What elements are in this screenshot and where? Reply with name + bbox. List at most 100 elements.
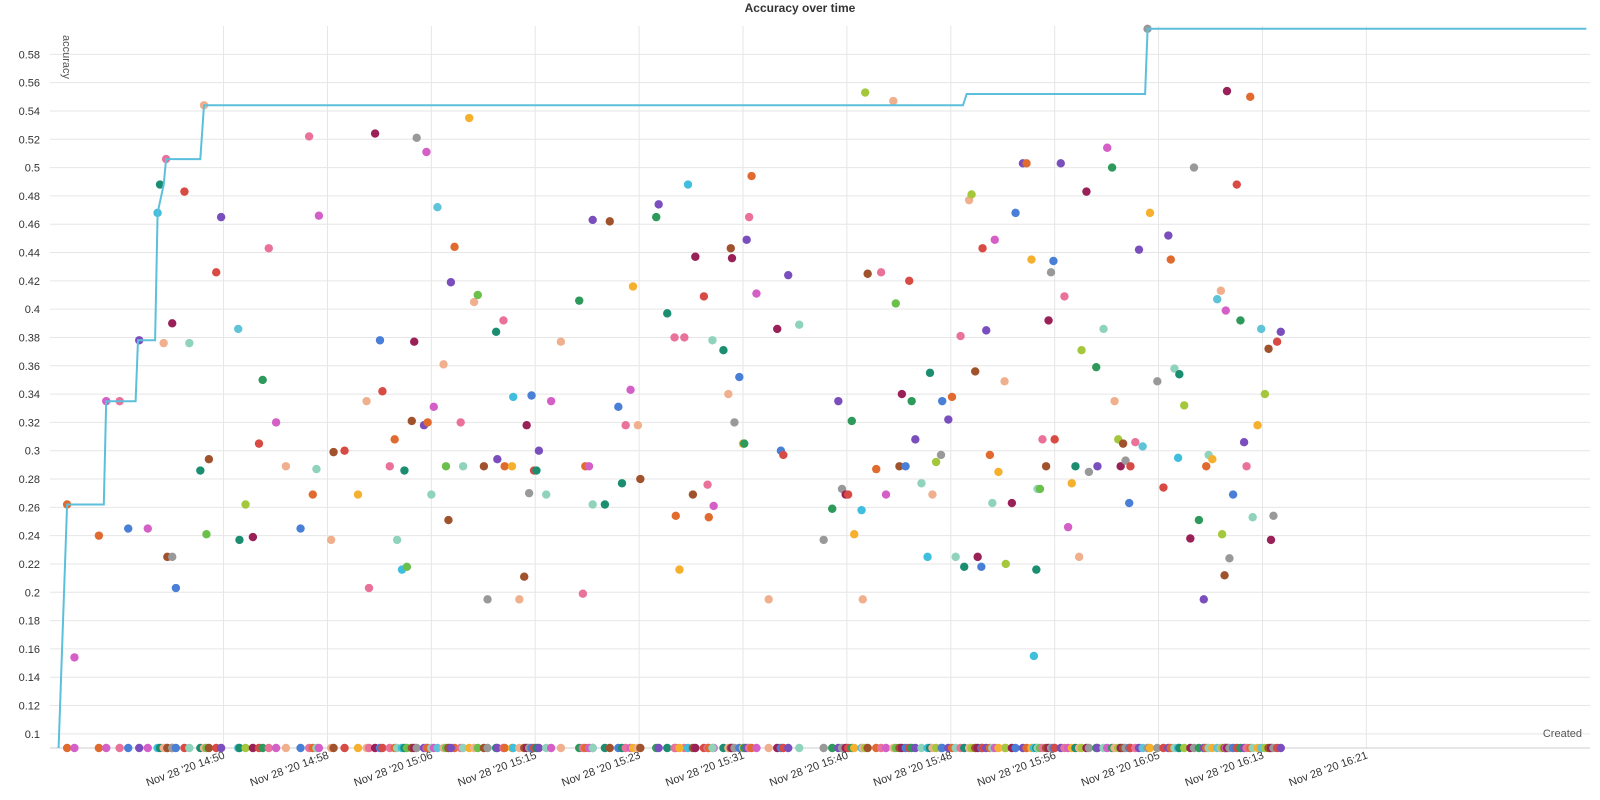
scatter-point (1260, 389, 1270, 399)
rug-point (784, 743, 793, 753)
rug-point (752, 743, 761, 753)
scatter-point (708, 336, 717, 345)
scatter-point (628, 282, 638, 291)
scatter-point (180, 187, 189, 196)
scatter-point (1138, 442, 1147, 451)
scatter-point (747, 171, 756, 181)
scatter-point (688, 490, 698, 499)
scatter-point (507, 462, 517, 471)
scatter-point (740, 439, 749, 448)
y-tick-label: 0.14 (19, 672, 40, 684)
scatter-point (600, 500, 610, 509)
x-tick-label: Nov 28 '20 14:50 (145, 750, 227, 790)
scatter-point (499, 316, 508, 325)
rug-points (62, 743, 1285, 753)
rug-point (588, 743, 597, 753)
y-tick-label: 0.58 (19, 49, 40, 61)
scatter-point (248, 532, 258, 542)
scatter-point (392, 535, 402, 545)
scatter-point (850, 530, 859, 539)
scatter-point (378, 387, 387, 396)
rug-point (135, 743, 144, 753)
scatter-point (1173, 453, 1183, 462)
rug-point (500, 743, 509, 753)
scatter-point (1001, 559, 1010, 569)
scatter-point (588, 500, 597, 509)
scatter-point (1253, 421, 1262, 430)
y-tick-label: 0.54 (19, 106, 40, 118)
rug-point (353, 743, 363, 753)
scatter-point (861, 88, 870, 97)
scatter-point (636, 474, 645, 484)
scatter-point (1217, 530, 1227, 539)
scatter-point (947, 392, 957, 402)
scatter-point (872, 464, 881, 474)
scatter-point (671, 511, 680, 521)
scatter-point (784, 270, 793, 280)
scatter-point (1272, 337, 1282, 346)
scatter-point (522, 421, 531, 430)
scatter-point (889, 96, 898, 106)
rug-point (654, 743, 663, 753)
scatter-point (400, 466, 409, 475)
scatter-point (1236, 316, 1245, 325)
y-tick-label: 0.2 (25, 587, 40, 599)
rug-point (185, 743, 194, 753)
rug-point (850, 743, 859, 753)
y-tick-label: 0.4 (25, 304, 40, 316)
scatter-point (680, 333, 689, 342)
scatter-point (483, 595, 492, 604)
scatter-point (534, 446, 544, 455)
x-tick-label: Nov 28 '20 15:15 (456, 750, 538, 790)
rug-point (446, 743, 456, 753)
scatter-point (446, 278, 456, 287)
scatter-point (978, 244, 987, 253)
rug-point (636, 743, 645, 753)
scatter-point (956, 331, 965, 341)
scatter-point (329, 447, 338, 457)
scatter-point (1186, 534, 1195, 543)
scatter-point (1134, 245, 1144, 254)
scatter-point (1248, 513, 1257, 522)
scatter-point (1035, 484, 1045, 494)
scatter-point (326, 535, 336, 545)
scatter-point (1077, 345, 1086, 355)
scatter-point (1046, 268, 1056, 277)
scatter-point (362, 396, 371, 406)
scatter-point (171, 583, 181, 593)
rug-point (458, 743, 468, 753)
rug-point (216, 743, 226, 753)
scatter-point (185, 338, 194, 348)
scatter-point (773, 324, 782, 334)
scatter-point (779, 450, 788, 460)
scatter-point (944, 415, 953, 424)
scatter-point (385, 462, 394, 471)
scatter-point (429, 402, 438, 412)
rug-point (819, 743, 828, 753)
y-tick-label: 0.34 (19, 389, 40, 401)
x-tick-label: Nov 28 '20 15:31 (664, 750, 746, 790)
scatter-point (168, 552, 177, 562)
scatter-point (159, 338, 168, 348)
scatter-point (1166, 255, 1175, 264)
scatter-point (1121, 456, 1130, 465)
y-tick-label: 0.56 (19, 78, 40, 90)
y-tick-label: 0.18 (19, 616, 40, 628)
rug-point (248, 743, 258, 753)
y-tick-label: 0.24 (19, 531, 40, 543)
scatter-point (241, 500, 250, 509)
scatter-point (1063, 522, 1073, 532)
rug-point (1050, 743, 1059, 753)
scatter-point (1153, 377, 1162, 386)
scatter-point (1084, 467, 1094, 477)
rug-point (483, 743, 492, 753)
y-tick-label: 0.16 (19, 644, 40, 656)
y-tick-label: 0.26 (19, 502, 40, 514)
scatter-point (458, 462, 468, 471)
rug-point (124, 743, 133, 753)
scatter-point (524, 488, 534, 498)
rug-point (1093, 743, 1102, 753)
scatter-point (752, 289, 761, 298)
scatter-point (1164, 231, 1173, 240)
scatter-point (202, 530, 211, 539)
